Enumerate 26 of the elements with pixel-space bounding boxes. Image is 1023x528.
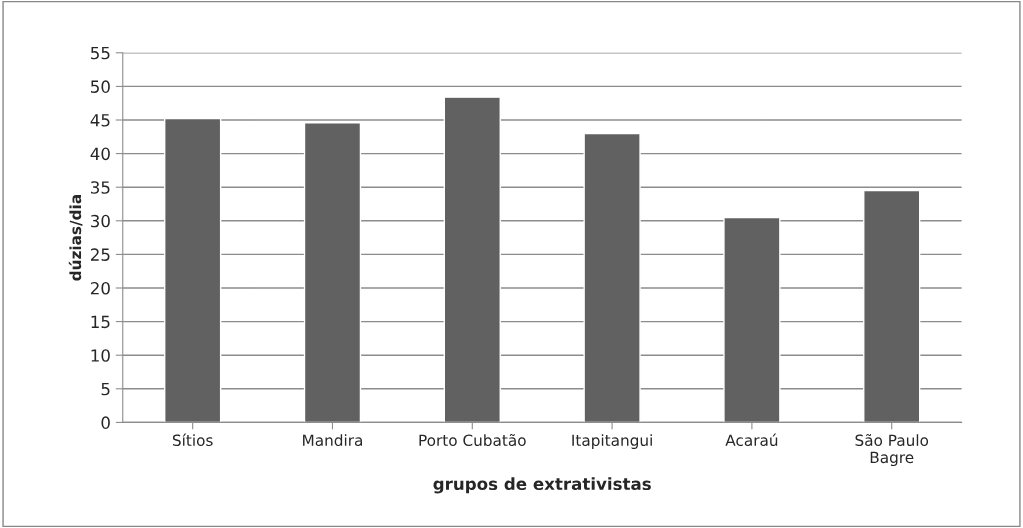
y-tick-label: 15 bbox=[91, 315, 110, 329]
x-axis-title: grupos de extrativistas bbox=[433, 477, 651, 494]
y-axis-title: dúzias/dia bbox=[68, 195, 83, 281]
y-tick-label: 25 bbox=[90, 248, 110, 261]
x-tick-label: Itapitangui bbox=[572, 434, 652, 449]
y-tick-label: 0 bbox=[101, 416, 110, 429]
y-tick-label: 40 bbox=[90, 147, 110, 161]
y-tick-label: 20 bbox=[90, 281, 110, 295]
bar bbox=[863, 189, 921, 423]
y-tick-label: 45 bbox=[90, 114, 110, 127]
y-tick-label: 55 bbox=[91, 46, 110, 60]
bar bbox=[164, 117, 222, 423]
y-tick-label: 5 bbox=[101, 382, 110, 396]
y-tick-label: 50 bbox=[91, 80, 110, 93]
y-tick-label: 30 bbox=[91, 214, 110, 228]
x-tick-label: Porto Cubatão bbox=[419, 433, 526, 447]
x-tick-label: São Paulo Bagre bbox=[855, 433, 929, 467]
y-tick-label: 35 bbox=[91, 181, 110, 194]
x-tick-label: Sítios bbox=[172, 433, 213, 447]
bar bbox=[443, 96, 501, 423]
x-tick-label: Mandira bbox=[303, 434, 362, 447]
y-tick-label: 10 bbox=[91, 349, 110, 362]
bar bbox=[583, 132, 641, 423]
bar bbox=[723, 216, 781, 423]
bar bbox=[303, 121, 362, 423]
x-tick-label: Acaraú bbox=[725, 433, 778, 447]
